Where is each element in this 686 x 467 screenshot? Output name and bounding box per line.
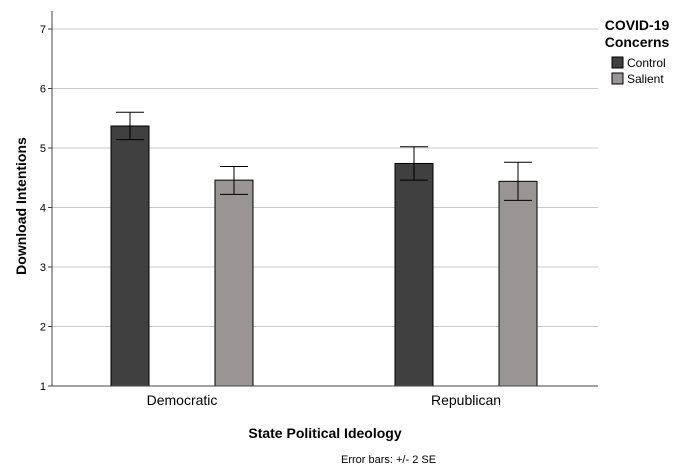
error-bars — [116, 111, 532, 201]
legend-title-line2: Concerns — [605, 34, 670, 50]
legend-label-salient: Salient — [627, 72, 664, 86]
error-bars-note: Error bars: +/- 2 SE — [341, 454, 436, 466]
y-tick-label: 2 — [40, 322, 46, 334]
y-tick-label: 4 — [40, 203, 46, 215]
legend-title-line1: COVID-19 — [605, 17, 670, 33]
x-axis-title: State Political Ideology — [248, 425, 401, 441]
x-category-label: Democratic — [147, 392, 218, 408]
y-axis-title: Download Intentions — [13, 137, 29, 275]
y-tick-label: 5 — [40, 143, 46, 155]
y-tick-label: 6 — [40, 84, 46, 96]
bar-control-republican — [394, 162, 434, 387]
error-bar-salient-republican — [504, 161, 532, 201]
bars — [110, 125, 538, 387]
bar-control-democratic — [110, 125, 150, 387]
error-bar-control-republican — [400, 146, 428, 181]
y-tick-label: 7 — [40, 24, 46, 36]
bar-salient-democratic — [214, 179, 254, 387]
axes — [51, 11, 598, 387]
legend-items: Control Salient — [611, 56, 666, 86]
x-axis-categories: Democratic Republican — [147, 392, 501, 408]
legend-label-control: Control — [627, 56, 666, 70]
legend-swatch-control — [611, 56, 624, 69]
error-bar-control-democratic — [116, 111, 144, 141]
y-tick-label: 3 — [40, 262, 46, 274]
x-category-label: Republican — [431, 392, 501, 408]
error-bar-salient-democratic — [220, 165, 248, 195]
bar-salient-republican — [498, 180, 538, 387]
legend-swatch-salient — [611, 72, 624, 85]
y-tick-label: 1 — [40, 381, 46, 393]
y-axis-ticks: 1 2 3 4 5 6 7 — [40, 24, 52, 393]
legend: COVID-19 Concerns Control Salient — [605, 17, 670, 86]
